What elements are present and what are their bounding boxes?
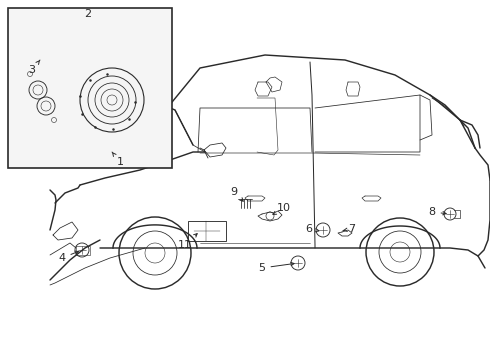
- Text: 3: 3: [28, 60, 40, 75]
- Text: 10: 10: [273, 203, 291, 215]
- Bar: [188, 221, 226, 241]
- Bar: [8, 8, 172, 168]
- Text: 11: 11: [178, 234, 197, 250]
- Text: 7: 7: [343, 224, 356, 234]
- Text: 1: 1: [112, 152, 123, 167]
- Text: 9: 9: [230, 187, 243, 201]
- Text: 2: 2: [84, 9, 92, 19]
- Text: 5: 5: [259, 262, 294, 273]
- Text: 8: 8: [428, 207, 446, 217]
- Text: 6: 6: [305, 224, 319, 234]
- Text: 4: 4: [58, 251, 78, 263]
